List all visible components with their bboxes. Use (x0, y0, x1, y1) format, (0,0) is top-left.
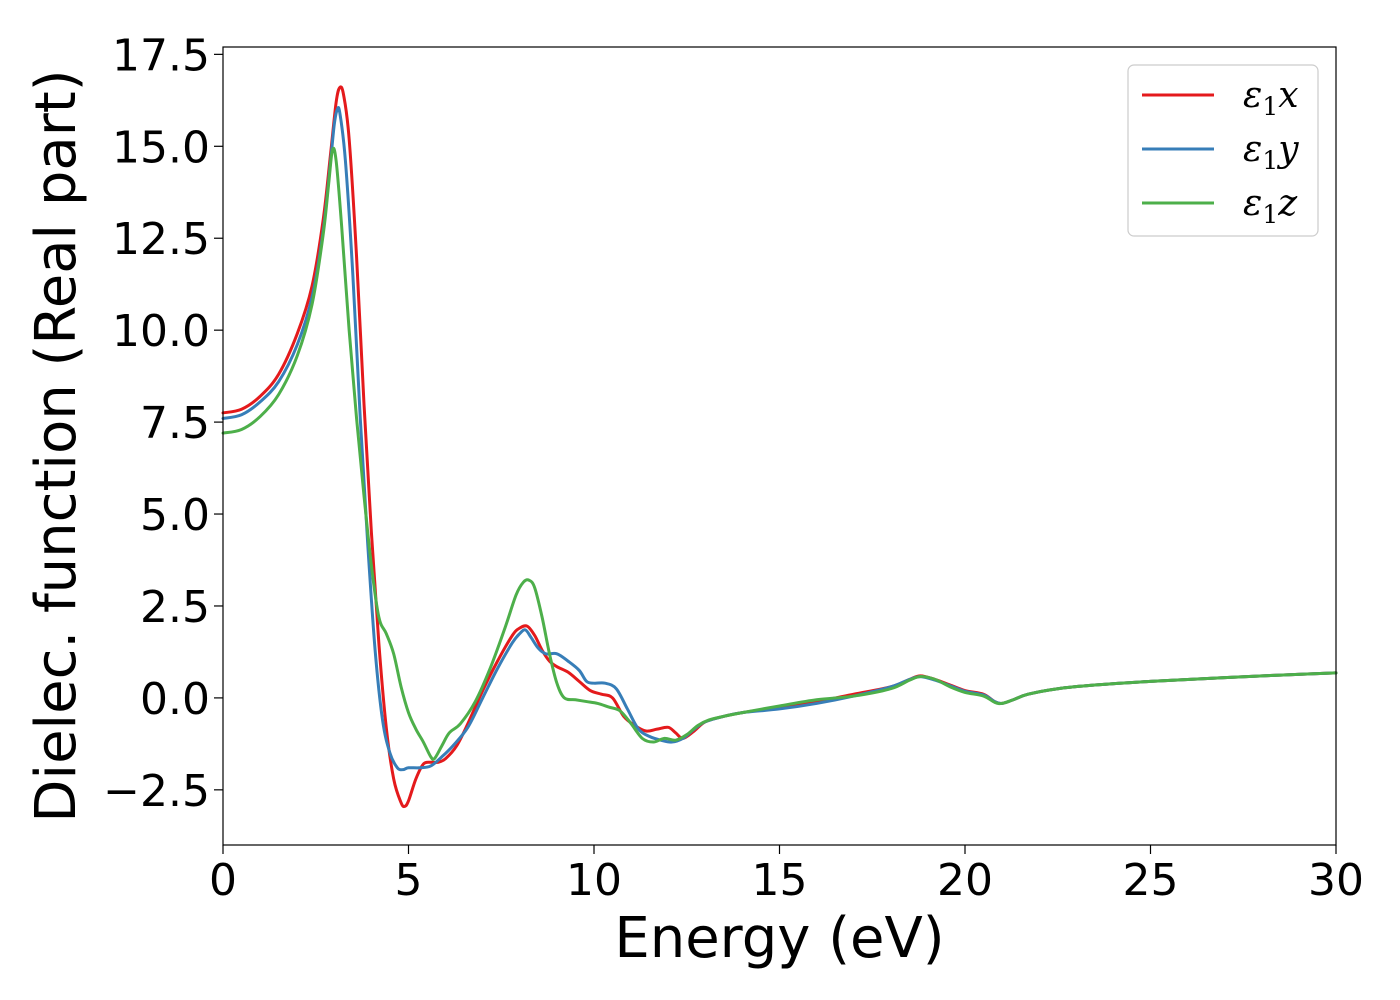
x-tick-label: 10 (566, 855, 622, 906)
y-tick-label: 12.5 (112, 214, 210, 265)
series-line-z (221, 146, 1338, 762)
x-tick-label: 5 (395, 855, 423, 906)
x-tick-label: 20 (937, 855, 993, 906)
x-axis-title: Energy (eV) (614, 906, 944, 971)
y-axis-title: Dielec. function (Real part) (24, 69, 89, 822)
legend-box (1127, 64, 1319, 237)
legend: ε1x ε1y ε1z (1127, 64, 1319, 237)
legend-label-y: ε1y (1243, 129, 1299, 175)
y-tick-label: 10.0 (112, 306, 210, 357)
y-tick-label: 5.0 (140, 490, 210, 541)
x-tick-label: 30 (1308, 855, 1364, 906)
legend-label-x: ε1x (1243, 75, 1299, 121)
series-layer (221, 85, 1338, 809)
y-tick-label: 15.0 (112, 122, 210, 173)
legend-label-z: ε1z (1243, 183, 1298, 229)
y-tick-label: 17.5 (112, 30, 210, 81)
y-axis: −2.5 0.0 2.5 5.0 7.5 10.0 12.5 15.0 17.5 (103, 30, 223, 817)
x-tick-label: 0 (209, 855, 237, 906)
x-axis: 0 5 10 15 20 25 30 (209, 845, 1364, 906)
x-tick-label: 25 (1123, 855, 1179, 906)
y-tick-label: 2.5 (140, 582, 210, 633)
x-tick-label: 15 (752, 855, 808, 906)
y-tick-label: 0.0 (140, 674, 210, 725)
y-tick-label: 7.5 (140, 398, 210, 449)
y-tick-label: −2.5 (103, 766, 210, 817)
